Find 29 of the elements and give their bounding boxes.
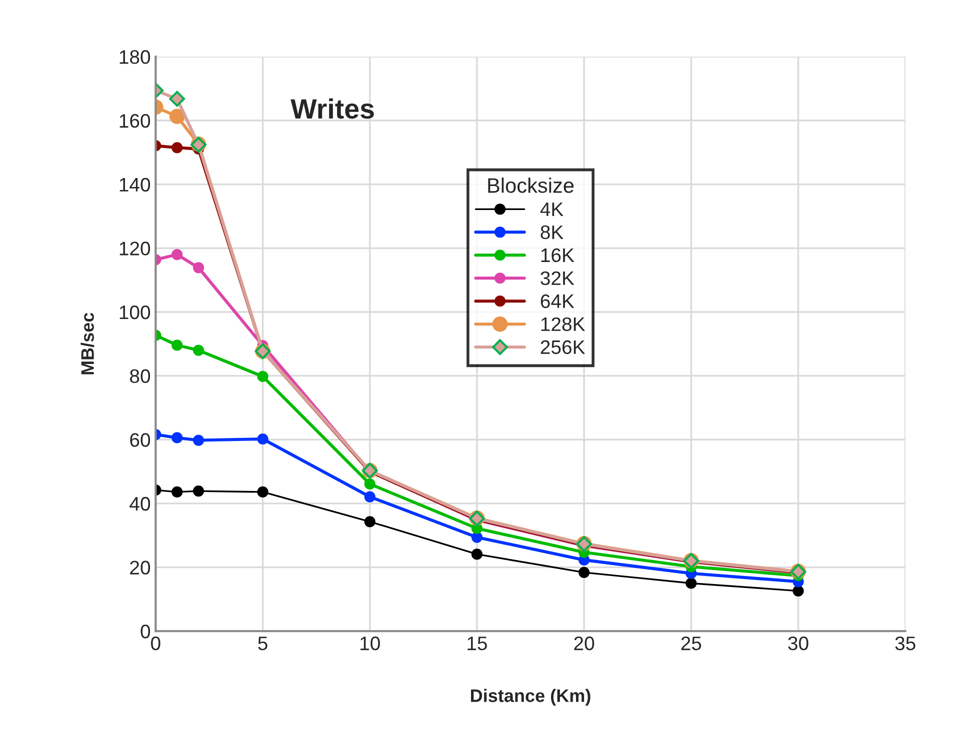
x-tick-label: 20 [574,636,594,650]
y-tick-label: 160 [120,114,150,128]
x-tick-label: 35 [895,636,916,650]
y-tick-label: 100 [120,305,150,320]
x-tick-label: 0 [151,636,160,650]
legend-label: 64K [540,294,574,308]
legend-label: 256K [540,340,586,354]
legend-label: 4K [540,202,564,216]
legend-label: 128K [541,317,586,332]
x-tick-label: 15 [468,636,487,650]
y-tick-label: 120 [120,242,150,256]
y-tick-label: 140 [120,178,150,192]
text: Writes [290,98,374,119]
x-axis-title: Distance (Km) [471,688,590,706]
legend-label: 8K [540,225,564,240]
legend-label: 32K [540,271,574,286]
y-axis-title: MB/sec [80,312,94,374]
x-tick-label: 10 [360,636,380,650]
x-tick-label: 30 [788,636,808,650]
x-tick-label: 25 [681,636,702,650]
y-tick-label: 180 [120,50,150,64]
y-tick-label: 80 [130,369,150,384]
y-tick-label: 20 [130,560,150,575]
y-tick-label: 40 [130,496,150,511]
legend-title: Blocksize [488,178,574,193]
x-tick-label: 5 [258,636,268,650]
y-tick-label: 60 [130,433,150,447]
y-tick-label: 0 [140,624,150,638]
legend-label: 16K [541,248,574,262]
